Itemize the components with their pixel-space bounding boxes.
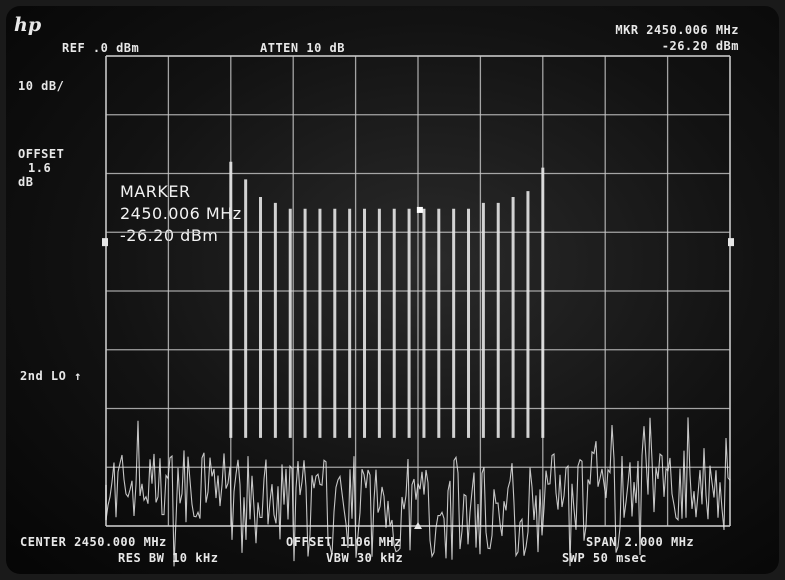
resolution-bandwidth-label: RES BW 10 kHz xyxy=(118,551,219,565)
offset-value: 1.6 xyxy=(28,161,52,175)
noise-floor-trace xyxy=(105,417,731,567)
offset-unit: dB xyxy=(18,175,34,189)
marker-point xyxy=(416,206,423,213)
marker-level-readout: -26.20 dBm xyxy=(661,39,739,53)
frequency-offset-label: OFFSET 1106 MHz xyxy=(286,535,402,549)
marker-frequency-readout: MKR 2450.006 MHz xyxy=(615,23,739,37)
span-label: SPAN 2.000 MHz xyxy=(586,535,695,549)
hp-logo: hp xyxy=(14,14,42,36)
reference-level-label: REF .0 dBm xyxy=(62,41,140,55)
analyzer-screen: hp REF .0 dBm ATTEN 10 dB MKR 2450.006 M… xyxy=(6,6,779,574)
spectrum-display xyxy=(102,55,734,567)
marker-title: MARKER xyxy=(120,182,191,201)
marker-frequency: 2450.006 MHz xyxy=(120,204,242,223)
right-edge-tick xyxy=(728,238,734,247)
scale-label: 10 dB/ xyxy=(18,79,65,93)
sweep-time-label: SWP 50 msec xyxy=(562,551,647,565)
offset-label: OFFSET xyxy=(18,147,65,161)
left-edge-tick xyxy=(102,238,108,247)
video-bandwidth-label: VBW 30 kHz xyxy=(326,551,404,565)
second-lo-label: 2nd LO ↑ xyxy=(20,369,82,383)
center-frequency-label: CENTER 2450.000 MHz xyxy=(20,535,167,549)
center-frequency-marker xyxy=(414,522,422,529)
attenuation-label: ATTEN 10 dB xyxy=(260,41,345,55)
